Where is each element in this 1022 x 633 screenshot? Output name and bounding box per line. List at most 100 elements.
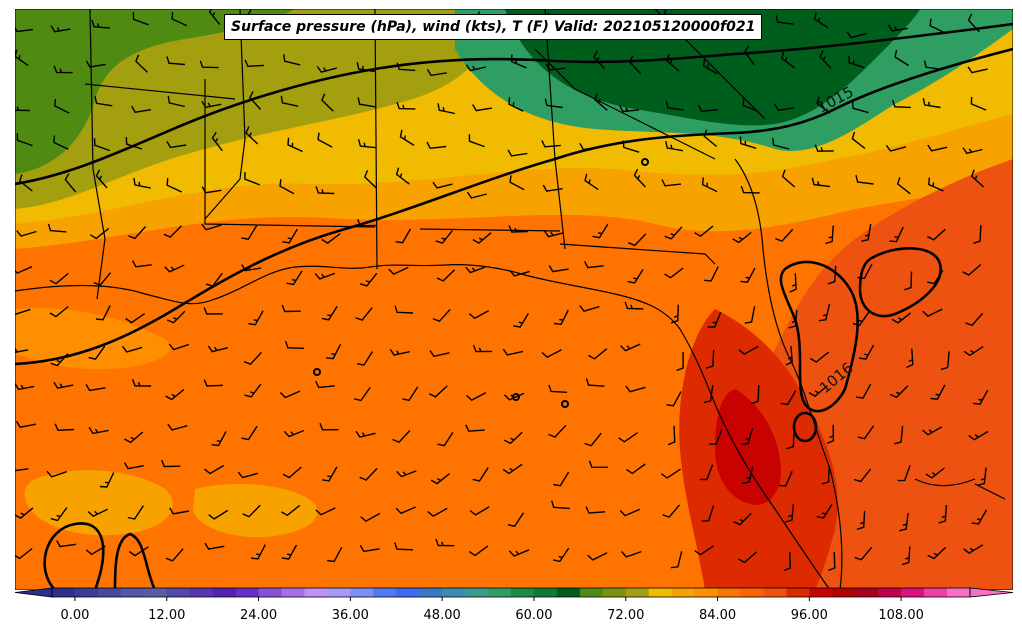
- wind-barb: [95, 169, 108, 189]
- wind-barb: [554, 309, 569, 326]
- wind-barb: [503, 431, 523, 445]
- wind-barb: [281, 304, 301, 313]
- wind-barb: [508, 97, 524, 112]
- isobar-high-east: [858, 247, 942, 318]
- wind-barb: [545, 63, 566, 71]
- wind-barb: [701, 505, 715, 522]
- wind-barb: [284, 340, 304, 349]
- wind-barb: [930, 384, 946, 400]
- wind-barb: [426, 68, 447, 77]
- wind-barb: [668, 425, 676, 446]
- wind-barb: [828, 551, 836, 572]
- wind-barb: [509, 269, 530, 277]
- wind-barb: [468, 134, 485, 148]
- wind-barb: [702, 58, 718, 75]
- wind-barb: [53, 381, 74, 389]
- wind-barb: [165, 548, 184, 562]
- wind-barb: [282, 466, 302, 479]
- colorbar-swatch: [671, 588, 696, 597]
- wind-barb: [737, 551, 758, 564]
- wind-barb: [244, 172, 261, 186]
- wind-barb: [389, 348, 410, 356]
- wind-barb: [665, 53, 680, 72]
- wind-barb: [929, 18, 945, 34]
- wind-barb: [938, 505, 948, 524]
- wind-barb: [466, 191, 488, 199]
- colorbar-swatch: [235, 588, 260, 597]
- wind-barb: [388, 266, 409, 275]
- wind-barb: [15, 106, 30, 112]
- wind-barb: [167, 423, 188, 431]
- wind-barb: [548, 424, 567, 438]
- colorbar-swatch: [763, 588, 787, 597]
- wind-barb: [662, 504, 681, 518]
- wind-barb: [91, 19, 110, 29]
- wind-barbs: [15, 9, 989, 572]
- wind-barb: [963, 346, 984, 357]
- wind-barb: [548, 265, 569, 273]
- wind-barb: [321, 305, 338, 321]
- wind-barb: [357, 139, 377, 149]
- wind-barb: [783, 551, 792, 572]
- wind-barb: [395, 167, 410, 185]
- colorbar-extend-max: [969, 587, 1014, 598]
- wind-barb: [472, 344, 493, 353]
- wind-barb: [813, 12, 829, 29]
- wind-barb: [316, 65, 337, 73]
- wind-barb: [661, 468, 681, 479]
- wind-barb: [437, 431, 454, 447]
- wind-barb: [356, 61, 375, 73]
- wind-barb: [504, 392, 525, 401]
- colorbar-swatch: [74, 588, 99, 597]
- wind-barb: [359, 272, 378, 287]
- wind-barb: [363, 170, 377, 189]
- wind-barb: [85, 545, 106, 556]
- colorbar-tick-label: 36.00: [332, 608, 369, 623]
- isobar-small-ring: [792, 411, 818, 443]
- colorbar-tick-label: 24.00: [240, 608, 277, 623]
- colorbar-ticks: 0.00 12.00 24.00 36.00 48.00 60.00 72.00 84.00 9…: [60, 597, 924, 623]
- wind-barb: [314, 272, 336, 280]
- wind-barb: [128, 546, 149, 557]
- wind-barb: [204, 542, 225, 550]
- wind-barb: [16, 133, 33, 147]
- wind-barb: [897, 465, 911, 482]
- wind-barb: [775, 15, 794, 25]
- wind-barb: [628, 233, 647, 247]
- colorbar-swatch: [373, 588, 397, 597]
- wind-barb: [125, 313, 146, 324]
- wind-barb: [827, 265, 837, 285]
- wind-barb: [95, 305, 111, 321]
- wind-barb: [205, 272, 223, 287]
- wind-barb: [624, 301, 644, 310]
- wind-barb: [15, 547, 33, 560]
- wind-barb: [744, 306, 756, 324]
- wind-barb: [970, 169, 985, 188]
- temperature-colorbar: 0.00 12.00 24.00 36.00 48.00 60.00 72.00 84.00 9…: [0, 586, 1022, 633]
- wind-barb: [211, 431, 227, 447]
- wind-barb: [244, 59, 264, 68]
- wind-barb: [922, 426, 943, 436]
- colorbar-swatch: [396, 588, 420, 597]
- wind-barb: [551, 500, 570, 510]
- wind-barb: [49, 305, 69, 318]
- wind-barb: [587, 552, 608, 561]
- wind-barb: [705, 349, 715, 369]
- colorbar-swatch: [143, 588, 168, 597]
- wind-barb: [472, 104, 493, 112]
- wind-barb: [853, 468, 872, 483]
- wind-barb: [315, 186, 335, 195]
- wind-barb: [579, 142, 600, 151]
- colorbar-swatch: [832, 588, 856, 597]
- political-boundaries: [15, 9, 1006, 590]
- wind-barb: [502, 463, 523, 475]
- wind-barb: [287, 137, 303, 153]
- wind-barb: [739, 136, 757, 149]
- wind-barb: [775, 228, 794, 243]
- wind-barb: [709, 428, 723, 445]
- wind-barb: [670, 304, 679, 324]
- colorbar-swatch: [625, 588, 650, 597]
- wind-barb: [50, 507, 68, 522]
- wind-barb: [279, 390, 301, 399]
- wind-barb: [203, 307, 223, 315]
